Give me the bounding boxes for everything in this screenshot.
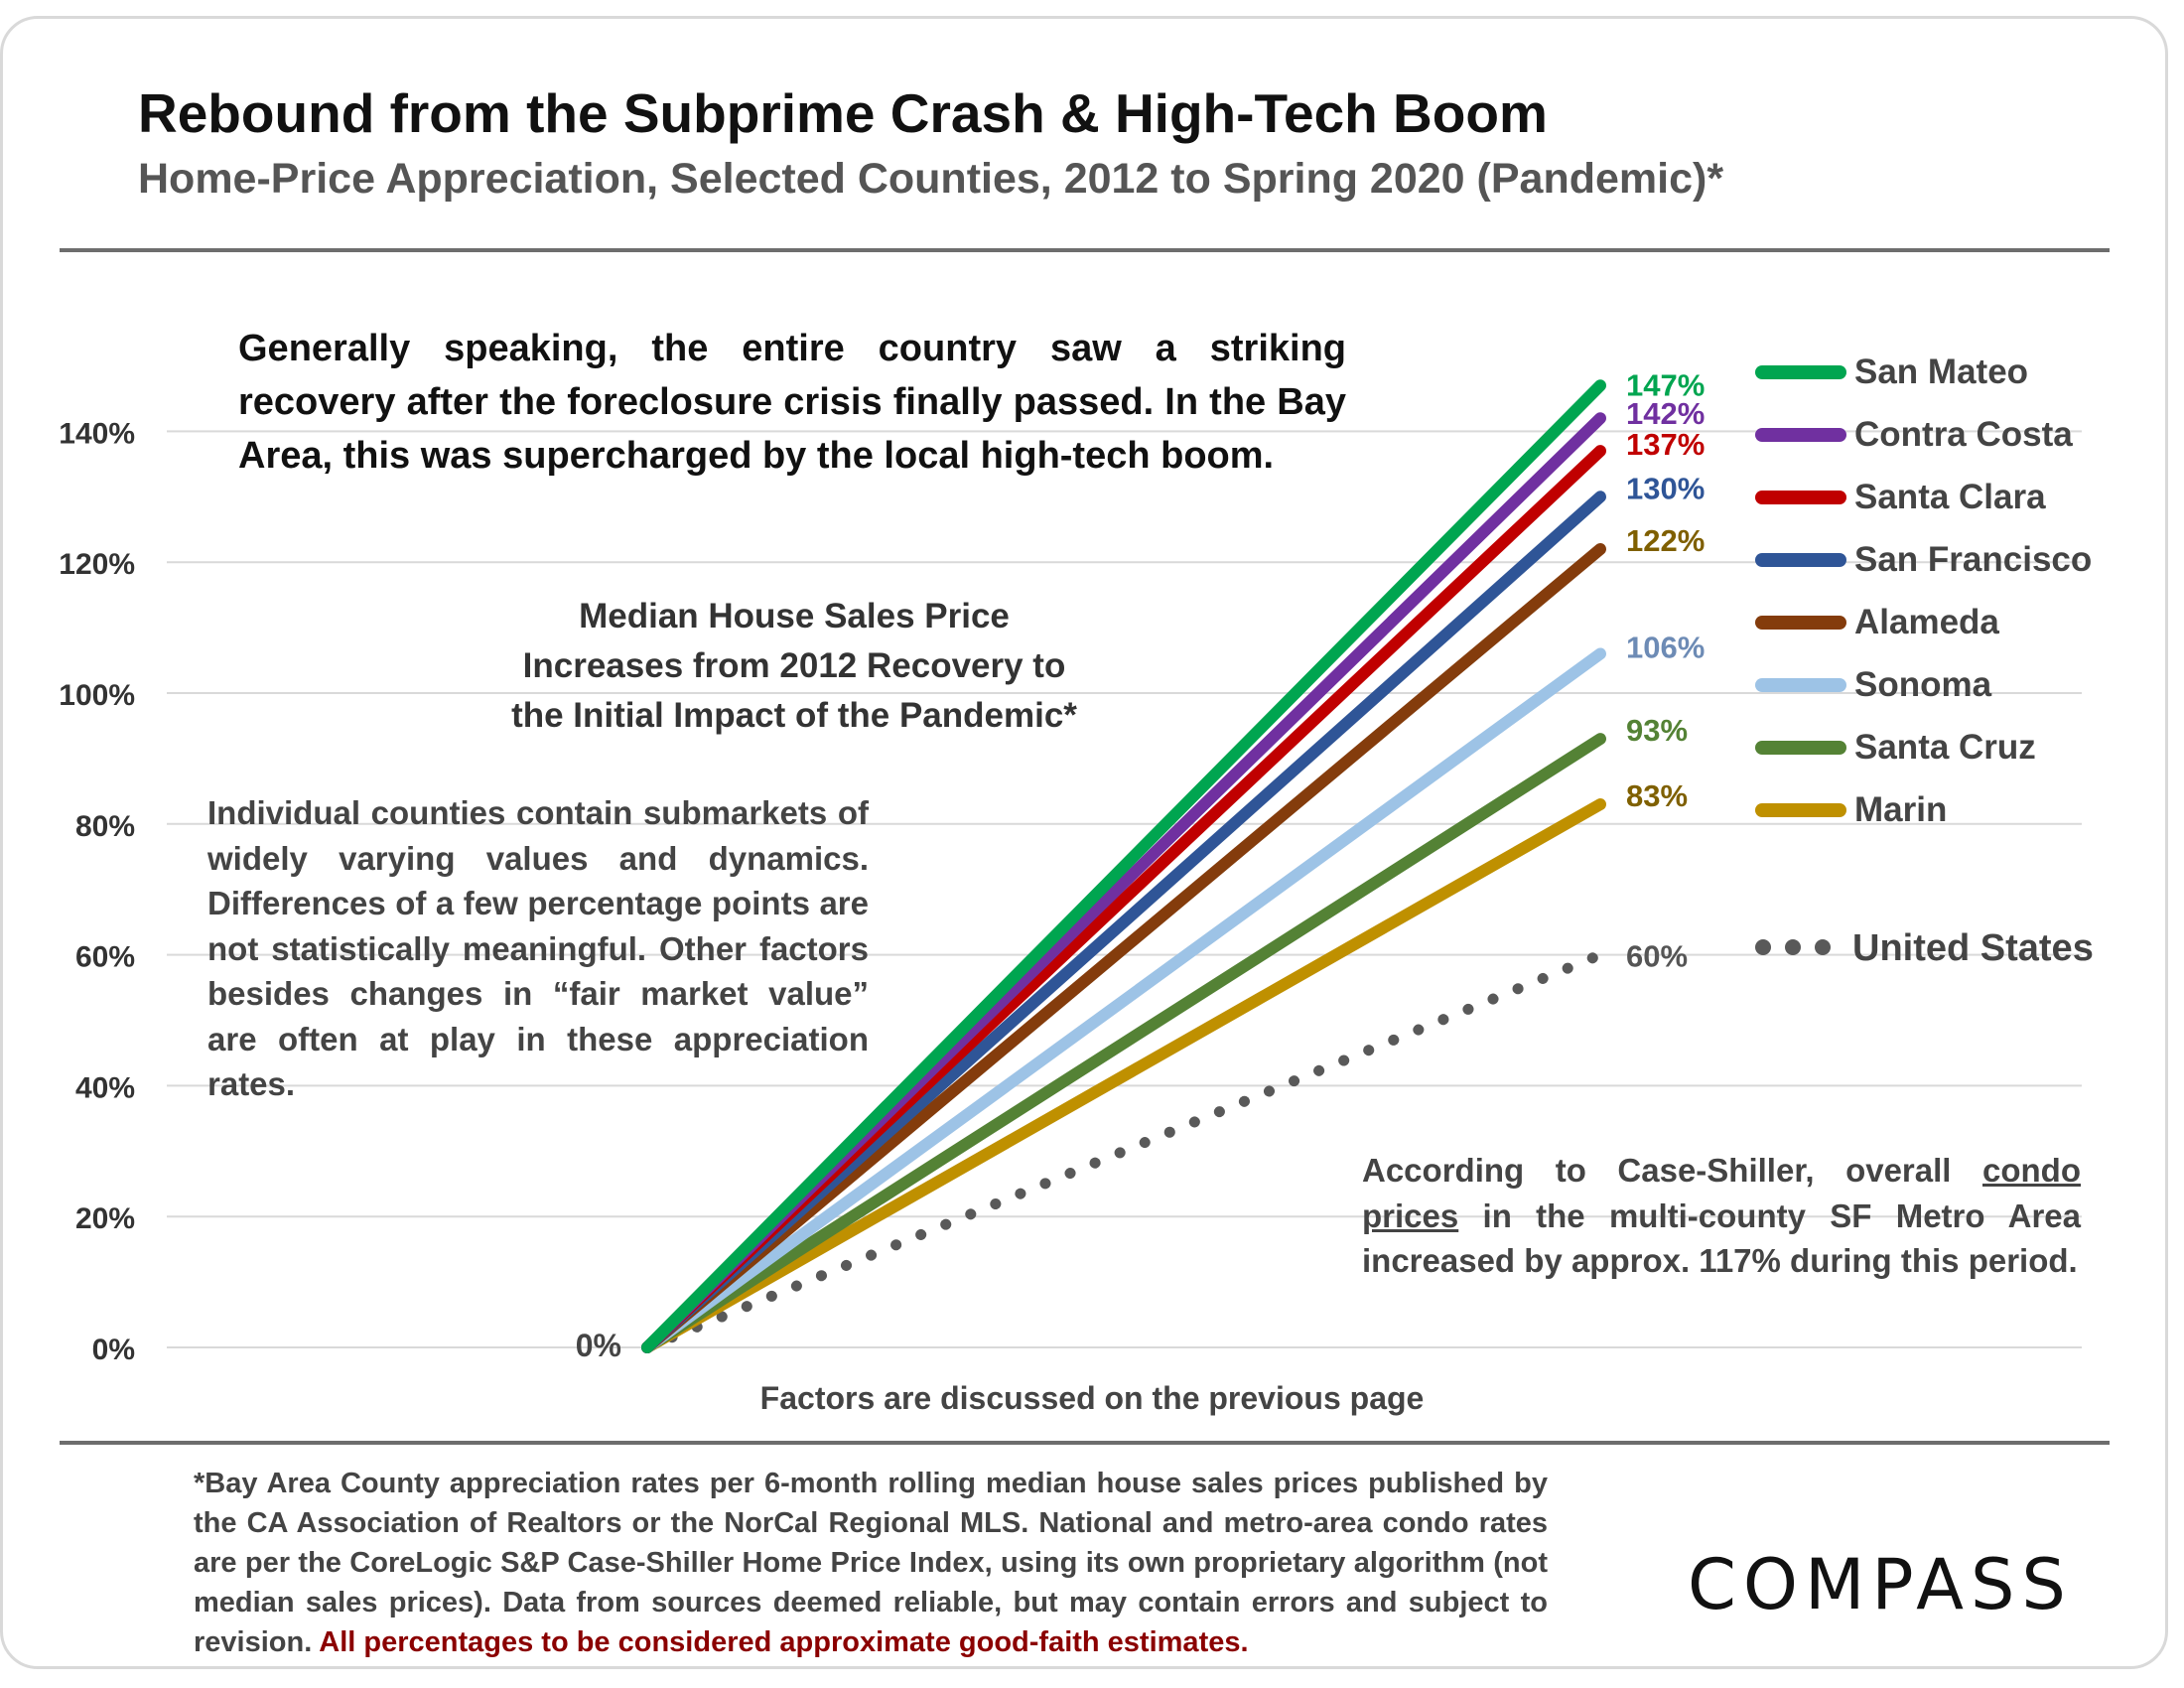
legend-swatch xyxy=(1755,678,1846,692)
legend-swatch xyxy=(1755,428,1846,442)
end-value-label: 93% xyxy=(1626,713,1688,748)
left-annotation: Individual counties contain submarkets o… xyxy=(207,794,869,1102)
series-line-santa-cruz xyxy=(641,733,1606,1353)
legend-swatch xyxy=(1755,365,1846,379)
footnote: *Bay Area County appreciation rates per … xyxy=(194,1464,1548,1662)
legend-swatch xyxy=(1755,741,1846,755)
end-value-label: 122% xyxy=(1626,523,1705,558)
legend-swatch xyxy=(1755,553,1846,567)
legend-label: Santa Clara xyxy=(1854,478,2046,516)
legend-item-san-mateo: San Mateo xyxy=(1755,348,2172,397)
right-annotation: According to Case-Shiller, overall condo… xyxy=(1362,1148,2081,1284)
series-line-alameda xyxy=(641,543,1606,1353)
legend-label: Santa Cruz xyxy=(1854,728,2036,767)
legend-label: Marin xyxy=(1854,790,1948,829)
legend-swatch xyxy=(1755,491,1846,504)
bottom-divider xyxy=(60,1441,2110,1445)
center-annotation: Median House Sales Price Increases from … xyxy=(477,592,1112,741)
legend-item-santa-clara: Santa Clara xyxy=(1755,473,2172,522)
legend-dot xyxy=(1755,939,1771,955)
series-line-marin xyxy=(641,798,1606,1353)
right-annotation-underlined: condo prices xyxy=(1362,1152,2081,1234)
legend-label: San Francisco xyxy=(1854,540,2093,579)
legend-item-santa-cruz: Santa Cruz xyxy=(1755,723,2172,773)
legend-dot xyxy=(1815,939,1831,955)
data-labels: 0% 147%142%137% 130% 122% 106% 93% 83% 60% xyxy=(576,367,1706,1363)
legend-label: San Mateo xyxy=(1854,352,2029,391)
legend-item-alameda: Alameda xyxy=(1755,598,2172,647)
y-tick-label: 0% xyxy=(92,1334,135,1366)
legend-swatch xyxy=(1755,803,1846,817)
footnote-text: *Bay Area County appreciation rates per … xyxy=(194,1468,1548,1658)
center-annotation-line: the Initial Impact of the Pandemic* xyxy=(511,696,1077,735)
end-value-label: 130% xyxy=(1626,471,1705,505)
start-value-label: 0% xyxy=(576,1328,621,1363)
series-lines xyxy=(641,379,1606,1353)
series-line-san-mateo xyxy=(641,379,1606,1353)
legend-label: Alameda xyxy=(1854,603,1999,641)
y-tick-label: 80% xyxy=(75,810,135,843)
legend-item-contra-costa: Contra Costa xyxy=(1755,410,2172,460)
legend-item-sonoma: Sonoma xyxy=(1755,660,2172,710)
legend-swatch xyxy=(1755,939,1844,957)
legend-item-marin: Marin xyxy=(1755,785,2172,835)
chart-title: Rebound from the Subprime Crash & High-T… xyxy=(138,82,1548,144)
center-annotation-line: Median House Sales Price xyxy=(579,597,1010,635)
y-tick-label: 100% xyxy=(59,679,135,712)
top-divider xyxy=(60,248,2110,252)
series-line-sonoma xyxy=(641,647,1606,1353)
card-frame xyxy=(0,16,2168,1669)
end-value-label: 60% xyxy=(1626,939,1688,974)
legend-label: Sonoma xyxy=(1854,665,1992,704)
y-tick-label: 60% xyxy=(75,941,135,974)
y-axis-ticks: 0% 20% 40% 60% 80% 100% 120% 140% xyxy=(59,417,135,1366)
end-value-label: 142% xyxy=(1626,396,1705,431)
legend-label: United States xyxy=(1852,927,2094,969)
end-value-label: 83% xyxy=(1626,778,1688,813)
end-value-label: 106% xyxy=(1626,630,1705,664)
end-value-label: 147% xyxy=(1626,367,1705,402)
legend-dot xyxy=(1785,939,1801,955)
legend-swatch xyxy=(1755,616,1846,630)
legend-item-san-francisco: San Francisco xyxy=(1755,535,2172,585)
center-annotation-line: Increases from 2012 Recovery to xyxy=(522,646,1066,685)
series-line-united-states xyxy=(641,949,1606,1353)
chart-subtitle: Home-Price Appreciation, Selected Counti… xyxy=(138,155,1724,203)
factors-note: Factors are discussed on the previous pa… xyxy=(759,1380,1425,1416)
y-tick-label: 40% xyxy=(75,1071,135,1104)
right-annotation-text: in the multi-county SF Metro Area increa… xyxy=(1362,1196,2081,1280)
main-annotation: Generally speaking, the entire country s… xyxy=(238,328,1346,477)
y-tick-label: 120% xyxy=(59,548,135,581)
compass-logo: COMPASS xyxy=(1688,1544,2073,1625)
y-tick-label: 20% xyxy=(75,1202,135,1235)
legend-label: Contra Costa xyxy=(1854,415,2073,454)
end-value-label: 137% xyxy=(1626,427,1705,462)
footnote-highlight: All percentages to be considered approxi… xyxy=(319,1626,1249,1658)
right-annotation-text: According to Case-Shiller, overall xyxy=(1362,1152,1983,1189)
y-tick-label: 140% xyxy=(59,417,135,450)
legend-item-united-states: United States xyxy=(1755,923,2172,973)
